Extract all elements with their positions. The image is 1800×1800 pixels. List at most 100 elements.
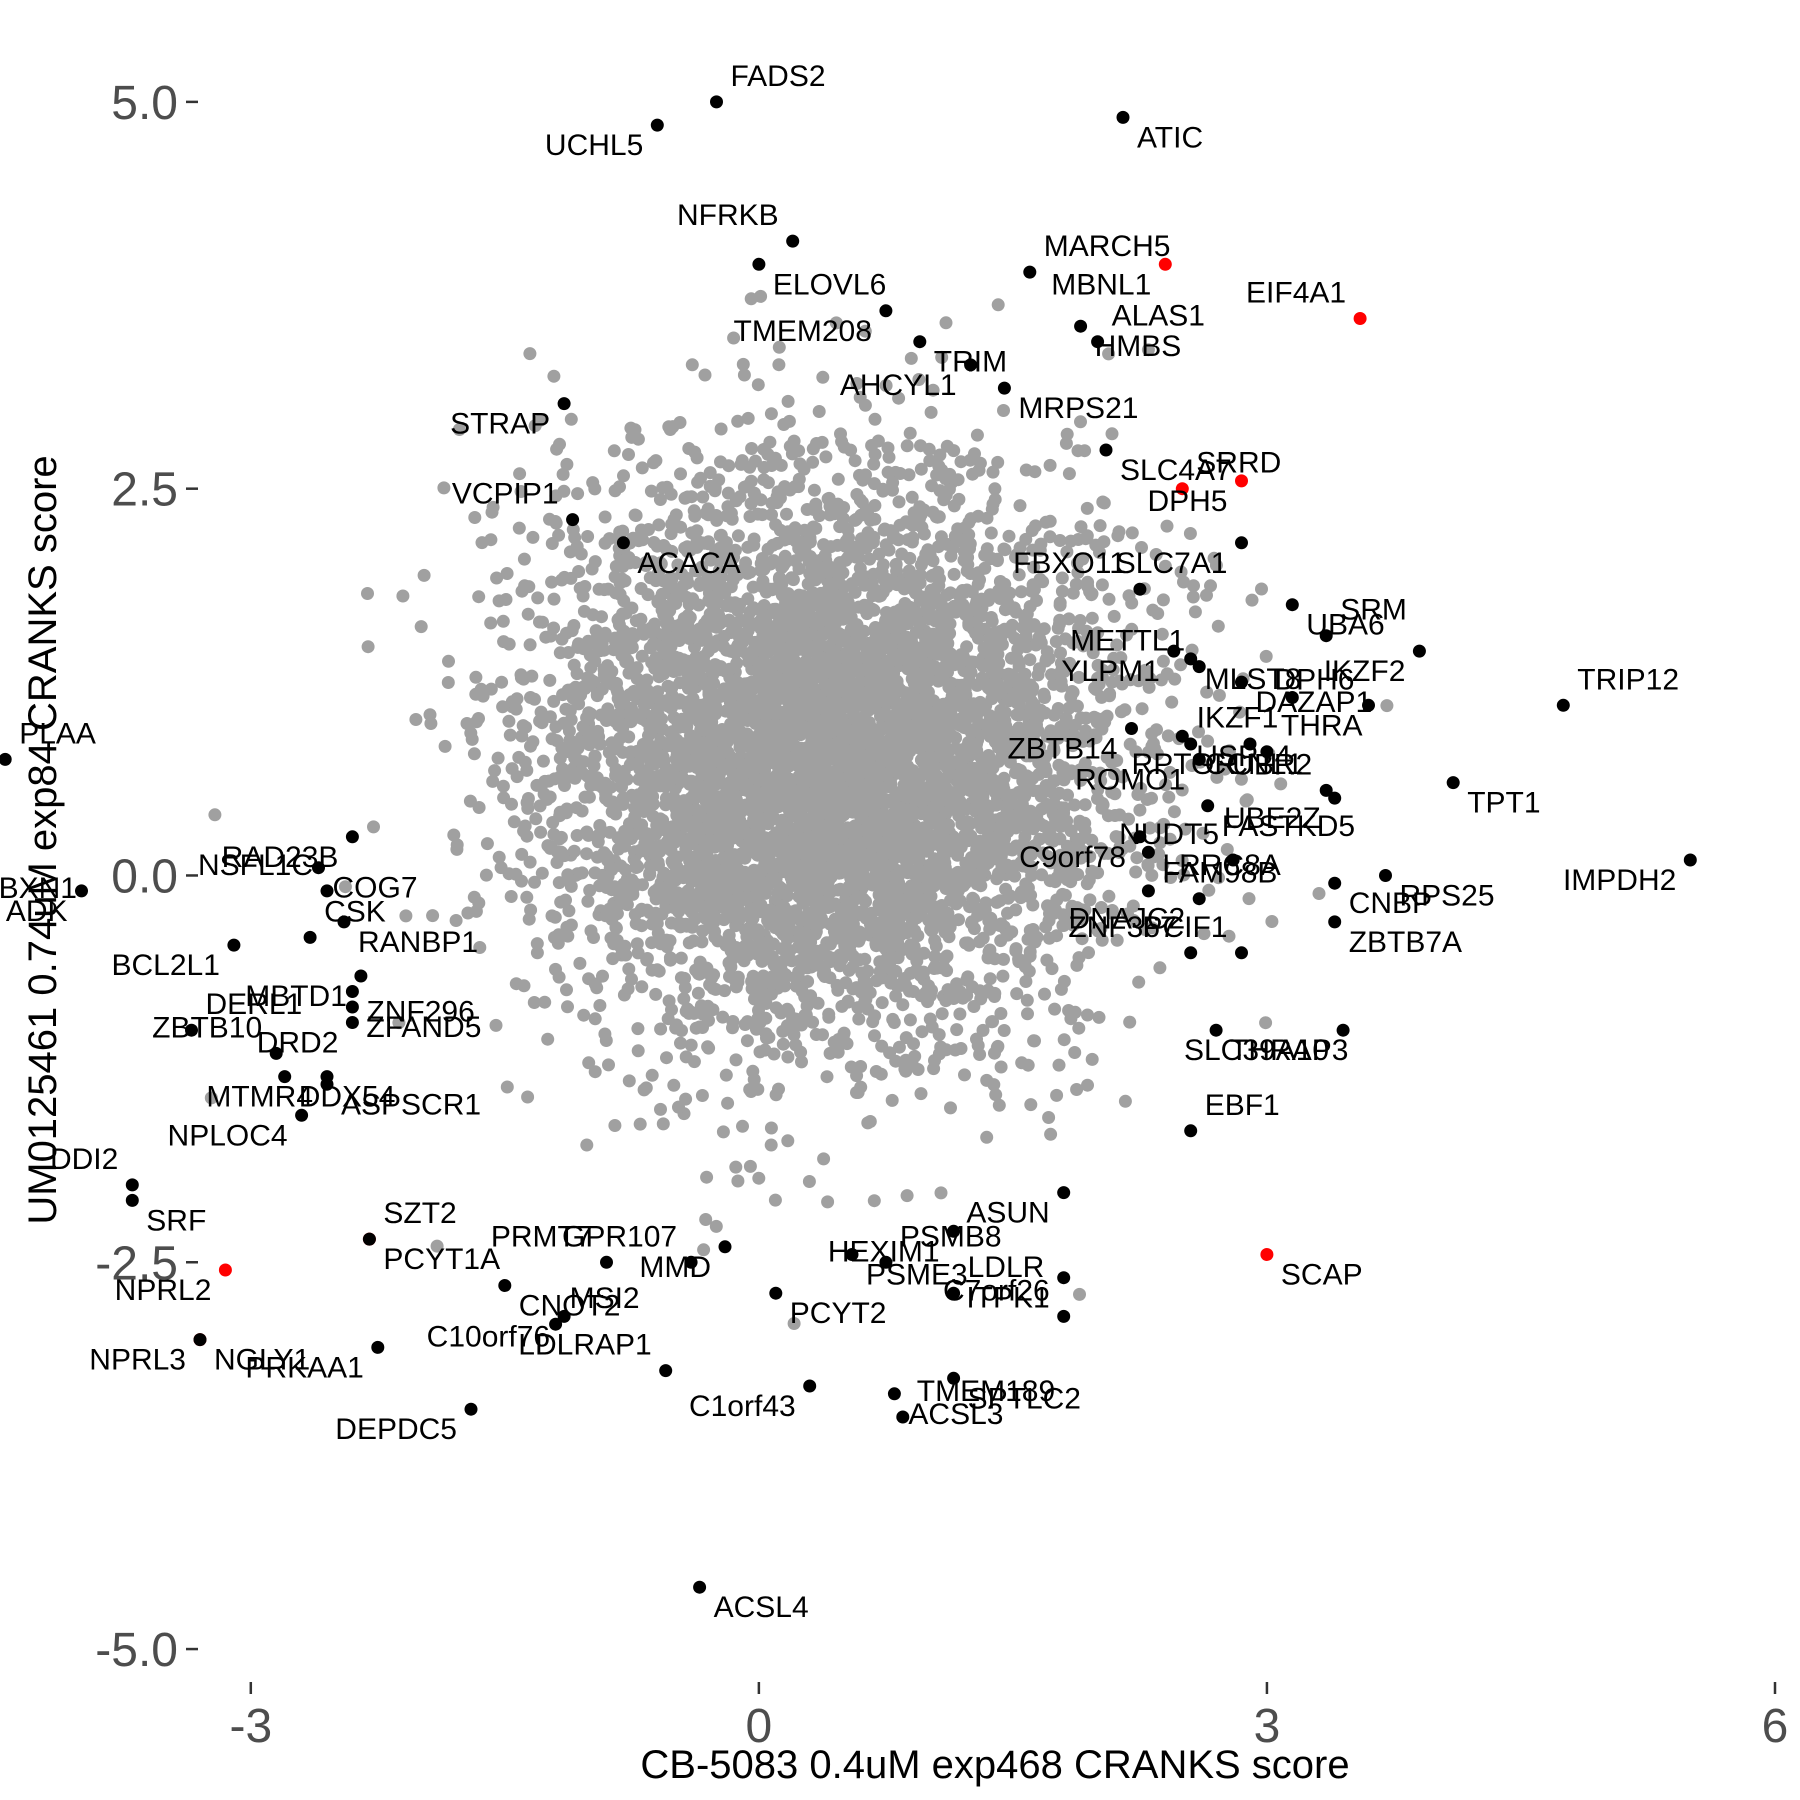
background-point [631, 1022, 645, 1036]
background-point [548, 772, 562, 786]
background-point [608, 1119, 622, 1132]
background-point [702, 1041, 716, 1055]
background-point [1123, 1015, 1137, 1029]
background-point [484, 682, 498, 696]
background-point [907, 912, 921, 926]
background-point [924, 405, 938, 419]
background-point [673, 416, 687, 429]
background-point [749, 1022, 763, 1036]
background-point [656, 481, 670, 495]
background-point [577, 1008, 591, 1022]
background-point [941, 983, 955, 997]
background-point [1033, 632, 1047, 646]
background-point [515, 874, 528, 888]
background-point [573, 956, 587, 970]
background-point [629, 509, 643, 522]
background-point [631, 1044, 645, 1058]
background-point [1255, 582, 1268, 596]
background-point [1155, 627, 1169, 641]
background-point [982, 945, 996, 959]
background-point [731, 1174, 745, 1188]
background-point [984, 611, 998, 624]
background-point [664, 527, 678, 541]
background-point [597, 846, 611, 860]
background-point [1174, 565, 1188, 579]
background-point [1075, 932, 1089, 946]
background-point [972, 935, 986, 949]
background-point [629, 861, 643, 874]
background-point [882, 450, 896, 464]
background-point [204, 1091, 218, 1105]
background-point [1380, 699, 1394, 713]
background-point [1057, 806, 1071, 820]
background-point [769, 1088, 783, 1102]
background-point [1094, 922, 1108, 935]
background-point [822, 1010, 836, 1024]
background-point [571, 487, 585, 501]
background-point [414, 620, 428, 634]
background-point [736, 1119, 749, 1133]
background-point [442, 654, 455, 668]
background-point [486, 774, 500, 788]
background-point [716, 1125, 730, 1139]
background-point [660, 1051, 673, 1065]
background-point [993, 894, 1007, 908]
background-point [674, 951, 688, 965]
background-point [500, 1080, 514, 1094]
background-point [1165, 695, 1179, 709]
background-point [1091, 658, 1105, 672]
background-point [522, 580, 536, 594]
background-point [1002, 842, 1016, 856]
background-point [718, 984, 732, 998]
background-point [1129, 865, 1143, 879]
background-point [1200, 685, 1214, 699]
background-point [768, 1193, 782, 1207]
background-point [574, 547, 588, 561]
background-point [987, 665, 1001, 679]
background-point [616, 791, 630, 805]
background-point [582, 1056, 596, 1070]
background-point [698, 368, 712, 382]
background-point [518, 755, 532, 769]
background-point [625, 972, 638, 986]
background-point [562, 904, 576, 918]
background-point [426, 909, 440, 923]
background-point [417, 568, 431, 582]
background-point [1118, 1094, 1132, 1108]
background-point [527, 996, 541, 1009]
background-point [1043, 530, 1057, 544]
background-point [1145, 727, 1159, 741]
background-point [990, 552, 1004, 566]
background-point [588, 1065, 602, 1079]
background-point [735, 454, 749, 468]
background-point [781, 394, 795, 408]
background-point [783, 483, 797, 497]
background-point [582, 790, 596, 804]
background-point [780, 820, 793, 834]
background-point [1187, 579, 1200, 593]
background-point [424, 717, 438, 730]
background-point [441, 676, 455, 689]
background-point [1079, 711, 1093, 725]
background-point [795, 1055, 808, 1069]
background-point [978, 548, 992, 562]
background-point [649, 987, 663, 1001]
background-point [690, 868, 703, 881]
background-point [701, 508, 715, 522]
background-point [1051, 702, 1065, 715]
background-point [1197, 927, 1211, 941]
background-point [602, 1058, 615, 1072]
background-point [547, 369, 561, 383]
background-point [772, 340, 786, 354]
background-point [832, 930, 845, 944]
background-point [770, 490, 784, 504]
background-point [997, 591, 1011, 605]
background-point [1112, 674, 1126, 688]
background-point [524, 739, 537, 753]
background-point [984, 526, 998, 540]
background-point [472, 896, 486, 910]
background-point [706, 981, 720, 995]
background-point [951, 865, 965, 879]
background-point [1074, 520, 1088, 534]
background-point [564, 571, 578, 585]
